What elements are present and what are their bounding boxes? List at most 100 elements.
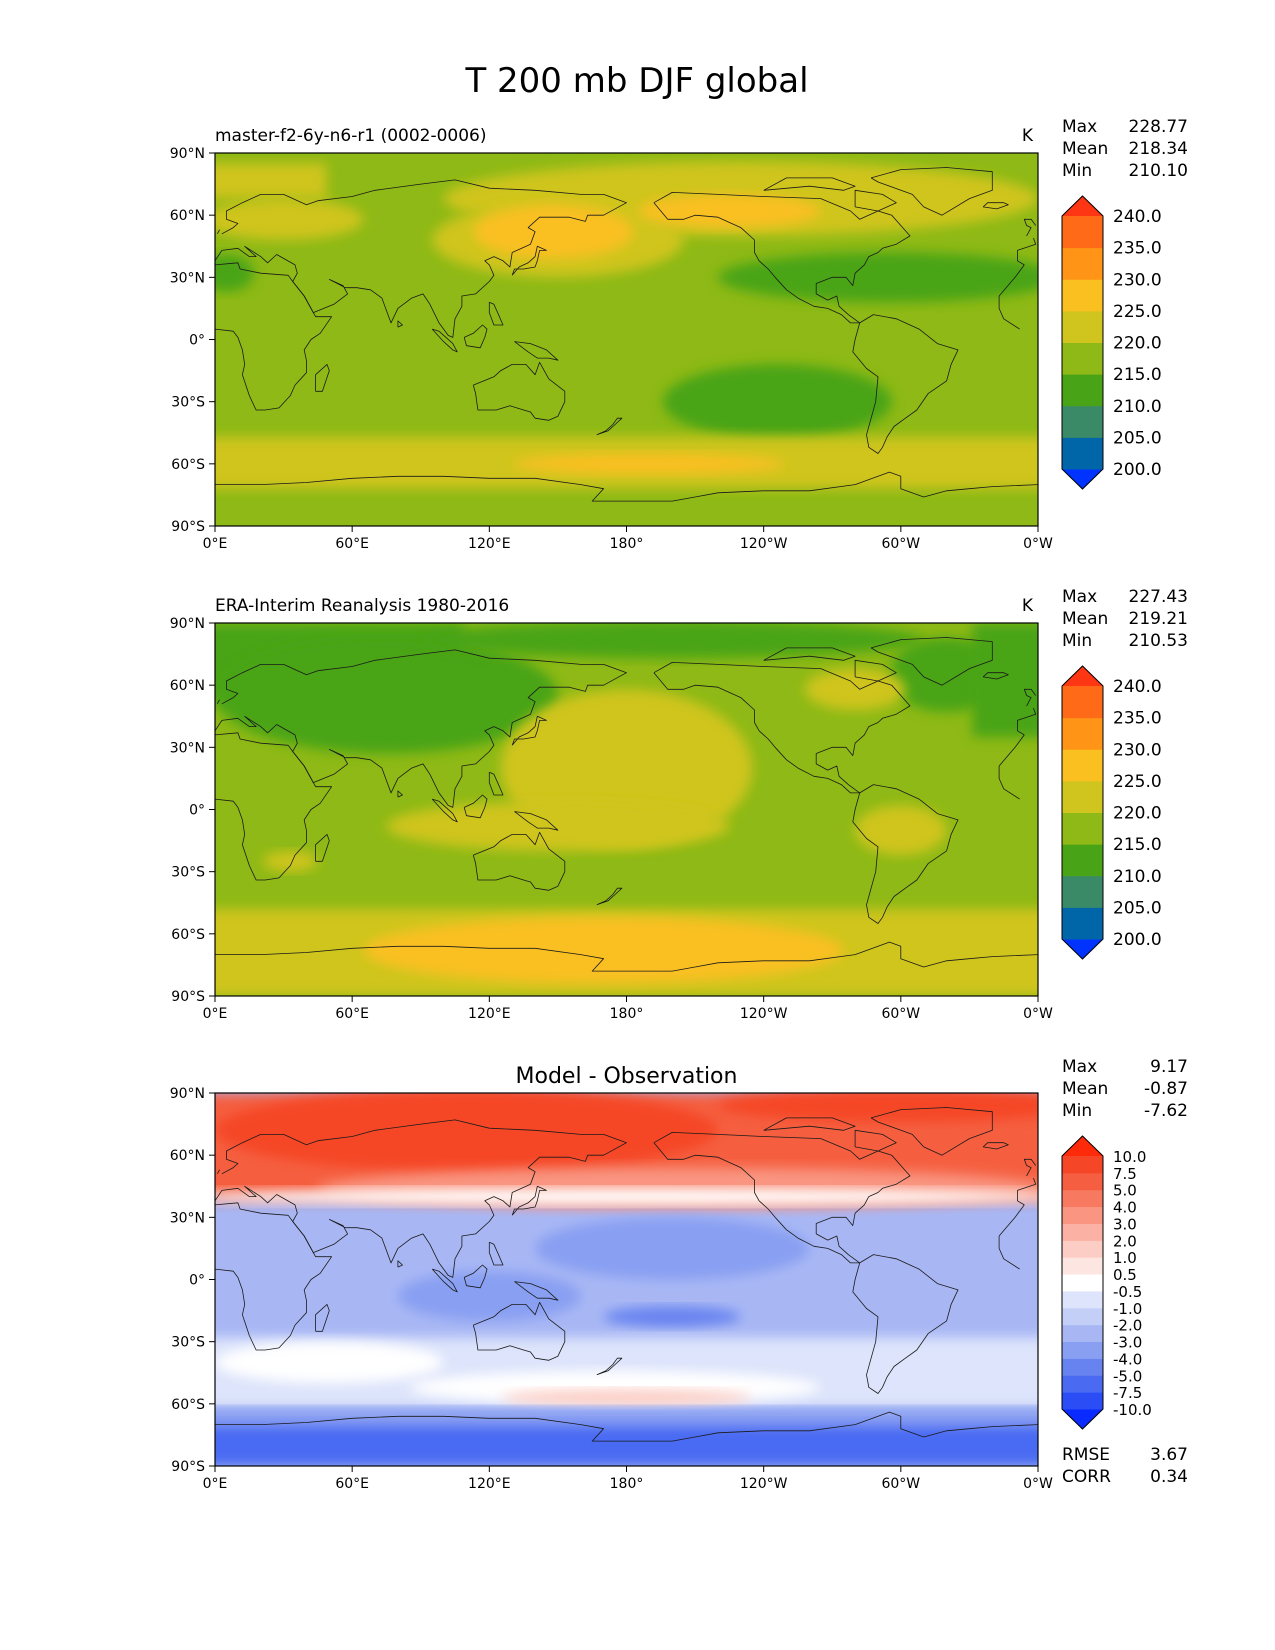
coastline-north-america [653, 192, 911, 324]
coastline-sumatra [431, 1268, 458, 1293]
stat-label: Min [1062, 631, 1092, 651]
coastline-british-isles [216, 688, 1037, 707]
colorbar-label: -3.0 [1113, 1334, 1142, 1352]
coastline-new-zealand [596, 1357, 623, 1376]
colorbar-bin [1062, 1307, 1103, 1326]
colorbar-extend-min [1062, 1409, 1103, 1429]
contour-region [603, 1306, 741, 1328]
colorbar-label: 240.0 [1113, 677, 1162, 697]
x-tick-label: 0°W [1023, 536, 1053, 552]
colorbar-label: 215.0 [1113, 835, 1162, 855]
colorbar-bin [1062, 780, 1103, 813]
colorbar-label: 225.0 [1113, 772, 1162, 792]
colorbar-label: 0.5 [1113, 1266, 1137, 1284]
x-tick-label: 60°W [881, 536, 920, 552]
coastline-greenland [870, 167, 993, 216]
y-tick-label: 30°S [171, 395, 205, 411]
colorbar-bin [1062, 279, 1103, 312]
colorbar-label: -2.0 [1113, 1317, 1142, 1335]
coastline-japan [511, 245, 547, 276]
x-tick-label: 180° [610, 1006, 644, 1022]
colorbar: 240.0 235.0 230.0 225.0 220.0 215.0 210.0 205.0… [1061, 195, 1162, 490]
coastline-british-isles [216, 1158, 1037, 1177]
colorbar-bin [1062, 1375, 1103, 1393]
coastline-madagascar [315, 364, 330, 392]
colorbar-bin [1062, 1172, 1103, 1191]
colorbar: 10.07.55.04.03.02.01.00.5-0.5-1.0-2.0-3.… [1061, 1135, 1152, 1430]
x-tick-label: 60°E [335, 1476, 369, 1492]
stat-value: 218.34 [1129, 139, 1188, 159]
coastline-borneo [463, 324, 488, 349]
coastline-africa [215, 262, 1025, 411]
contour-region [215, 637, 558, 754]
coastline-british-isles [216, 218, 1037, 237]
coastline-japan [511, 1185, 547, 1216]
y-tick-label: 30°S [171, 865, 205, 881]
coastline-iceland [982, 1142, 1009, 1150]
stat-value: 219.21 [1129, 609, 1188, 629]
colorbar-bin [1062, 405, 1103, 438]
contour-region [263, 850, 318, 872]
coastline-new-zealand [596, 417, 623, 436]
colorbar-label: 7.5 [1113, 1165, 1137, 1183]
stat-label: Max [1062, 587, 1097, 607]
x-tick-label: 120°E [468, 1006, 511, 1022]
units-label: K [1022, 596, 1034, 616]
y-tick-label: 90°N [170, 1086, 205, 1102]
stat-value: 210.53 [1129, 631, 1188, 651]
y-tick-label: 60°S [171, 1397, 205, 1413]
panel-2: 90°N 60°N 30°N 0° 30°S 60°S 90°S0°E 60°E 120°E 18… [170, 587, 1188, 1022]
stat-label: Min [1062, 161, 1092, 181]
panel-1: 90°N 60°N 30°N 0° 30°S 60°S 90°S0°E 60°E 120°E 18… [170, 117, 1188, 552]
contour-region [500, 1389, 753, 1406]
contour-region [363, 917, 844, 984]
colorbar-bin [1062, 844, 1103, 877]
coastline-new-guinea [514, 341, 559, 361]
y-tick-label: 90°S [171, 519, 205, 535]
contour-region [215, 198, 364, 241]
x-tick-label: 60°W [881, 1476, 920, 1492]
x-tick-label: 120°W [740, 1006, 788, 1022]
contour-region [215, 1188, 1038, 1205]
coastline-sumatra [431, 328, 458, 353]
contour-region [386, 801, 730, 851]
stat-value: 210.10 [1129, 161, 1188, 181]
contour-region [215, 163, 327, 199]
colorbar-label: -4.0 [1113, 1350, 1142, 1368]
coastline-borneo [463, 794, 488, 819]
coastline-philippines [488, 1241, 504, 1266]
colorbar-label: 10.0 [1113, 1148, 1146, 1166]
colorbar-extend-min [1062, 939, 1103, 959]
coastline-north-america [653, 1132, 911, 1264]
colorbar-outline [1061, 665, 1104, 960]
map-area [215, 153, 1038, 526]
y-tick-label: 60°N [170, 678, 205, 694]
colorbar-label: 200.0 [1113, 460, 1162, 480]
colorbar-label: 240.0 [1113, 207, 1162, 227]
stat-value: 227.43 [1129, 587, 1188, 607]
colorbar-label: 235.0 [1113, 709, 1162, 729]
y-tick-label: 30°N [170, 740, 205, 756]
coastline-africa [215, 732, 1025, 881]
colorbar-bin [1062, 1274, 1103, 1292]
contour-region [804, 668, 906, 711]
coastline-madagascar [315, 834, 330, 862]
colorbar-label: 205.0 [1113, 428, 1162, 448]
x-tick-label: 60°E [335, 1006, 369, 1022]
colorbar-bin [1062, 686, 1103, 719]
colorbar-label: 3.0 [1113, 1215, 1137, 1233]
x-tick-label: 120°E [468, 536, 511, 552]
y-tick-label: 90°N [170, 146, 205, 162]
coastline-new-guinea [514, 811, 559, 831]
coastline-new-zealand [596, 887, 623, 906]
panel-title: master-f2-6y-n6-r1 (0002-0006) [215, 126, 487, 146]
colorbar-bin [1062, 310, 1103, 343]
colorbar-label: 220.0 [1113, 804, 1162, 824]
colorbar-bin [1062, 875, 1103, 908]
colorbar-label: 230.0 [1113, 740, 1162, 760]
colorbar-label: 205.0 [1113, 898, 1162, 918]
x-tick-label: 120°W [740, 1476, 788, 1492]
stat-value: -0.87 [1144, 1079, 1188, 1099]
x-tick-label: 60°W [881, 1006, 920, 1022]
